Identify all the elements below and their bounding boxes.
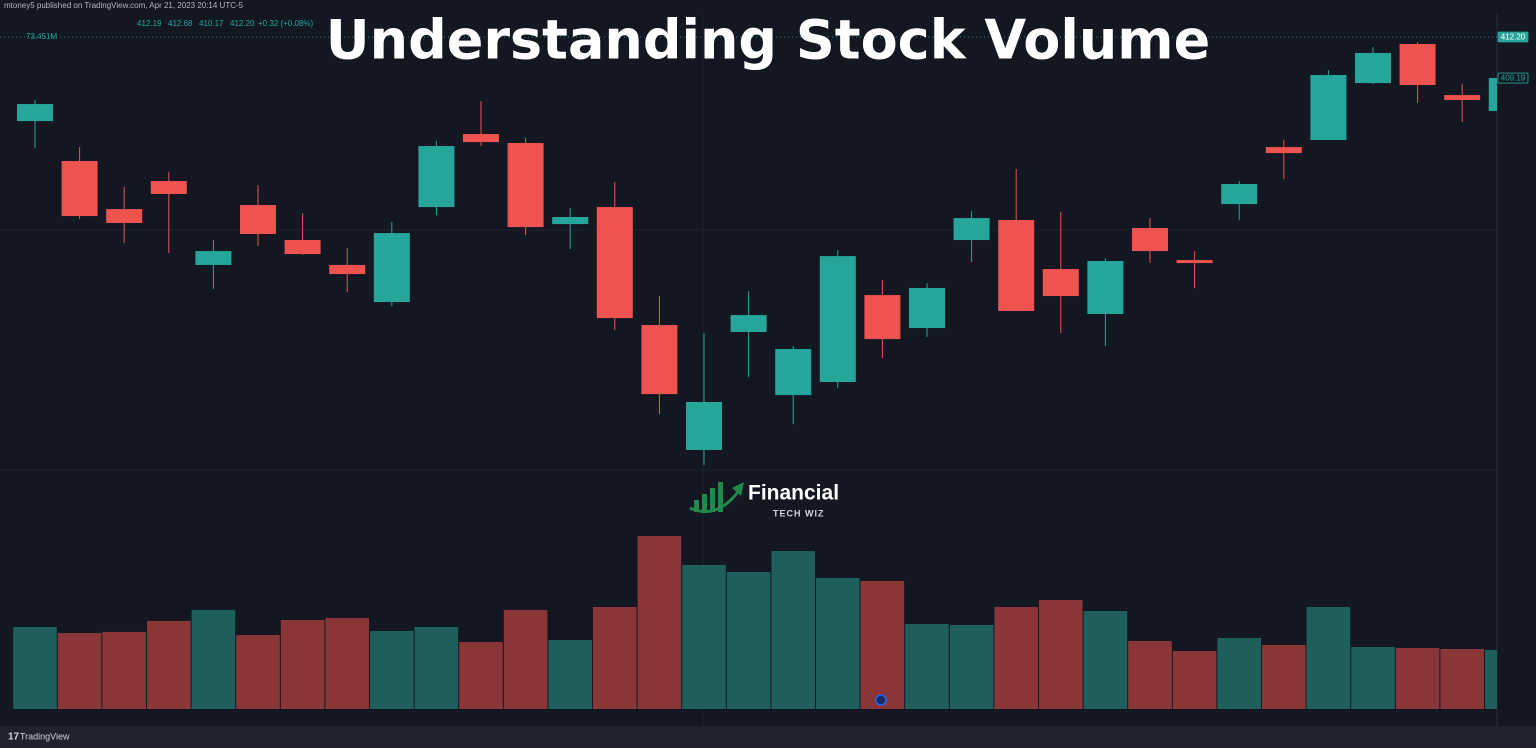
volume-bar bbox=[860, 580, 905, 709]
volume-bar bbox=[1351, 646, 1395, 709]
candle-body bbox=[17, 104, 53, 122]
volume-bar bbox=[1440, 648, 1484, 709]
candle-body bbox=[1087, 261, 1124, 315]
volume-bar bbox=[459, 642, 503, 709]
ohlc-high: 412.68 bbox=[168, 19, 193, 28]
volume-bar bbox=[13, 626, 57, 709]
candle-body bbox=[596, 207, 633, 319]
chart-title: Understanding Stock Volume bbox=[326, 9, 1210, 72]
price-label: 412.20 bbox=[1501, 33, 1526, 42]
price-label: 409.19 bbox=[1501, 74, 1526, 83]
candle-body bbox=[1488, 78, 1497, 112]
candle-body bbox=[686, 402, 722, 450]
volume-bar bbox=[905, 624, 949, 709]
volume-bar bbox=[325, 617, 369, 709]
volume-bar bbox=[816, 577, 860, 709]
candle-body bbox=[284, 240, 321, 255]
ohlc-legend: 412.19 412.68 410.17 412.20 +0.32 (+0.08… bbox=[137, 19, 313, 28]
candle-body bbox=[552, 217, 589, 225]
volume-bar bbox=[1217, 637, 1261, 709]
candle-body bbox=[418, 146, 455, 208]
candle-body bbox=[1221, 184, 1258, 205]
candle-body bbox=[61, 161, 98, 217]
volume-label: 73.451M bbox=[26, 32, 57, 41]
price-label-box bbox=[1497, 31, 1529, 43]
volume-bar bbox=[1485, 650, 1497, 709]
volume-bar bbox=[682, 564, 726, 709]
candle-body bbox=[864, 295, 901, 340]
volume-bar bbox=[637, 535, 682, 709]
candle-body bbox=[150, 181, 187, 194]
volume-bar bbox=[593, 606, 637, 709]
volume-bar bbox=[370, 631, 414, 709]
candle-body bbox=[775, 349, 812, 396]
logo: Financial TECH WIZ bbox=[689, 482, 839, 518]
volume-bar bbox=[1395, 648, 1440, 709]
event-marker bbox=[875, 694, 887, 706]
candle-body bbox=[1310, 75, 1347, 141]
volume-bar bbox=[726, 571, 771, 709]
candle-body bbox=[1355, 52, 1391, 84]
volume-bar bbox=[771, 551, 815, 709]
volume-bar bbox=[1262, 644, 1306, 709]
volume-bar bbox=[57, 633, 102, 709]
candle-body bbox=[1176, 260, 1213, 264]
volume-bar bbox=[191, 609, 236, 709]
volume-bar bbox=[147, 620, 191, 709]
candle-body bbox=[373, 233, 410, 303]
price-label-box bbox=[1497, 72, 1529, 84]
footer-brand: TradingView bbox=[20, 731, 70, 741]
volume-bar bbox=[1306, 606, 1351, 709]
ohlc-open: 412.19 bbox=[137, 19, 162, 28]
volume-bar bbox=[1172, 651, 1217, 709]
ohlc-low: 410.17 bbox=[199, 19, 224, 28]
ohlc-close: 412.20 bbox=[230, 19, 255, 28]
candle-body bbox=[641, 325, 678, 395]
candle-body bbox=[953, 218, 990, 241]
candle-body bbox=[106, 209, 143, 223]
ohlc-change: +0.32 (+0.08%) bbox=[258, 19, 313, 28]
byline: mtoney5 published on TradingView.com, Ap… bbox=[4, 1, 244, 10]
logo-tagline: TECH WIZ bbox=[773, 508, 825, 518]
candle-body bbox=[730, 315, 767, 332]
candle-body bbox=[1399, 43, 1436, 85]
volume-bar bbox=[548, 640, 592, 709]
candle-body bbox=[195, 251, 232, 265]
candle-body bbox=[463, 134, 499, 143]
volume-bar bbox=[1039, 600, 1083, 709]
plot-area bbox=[0, 36, 1497, 709]
candle-body bbox=[819, 256, 856, 382]
candle-body bbox=[909, 287, 945, 329]
volume-bar bbox=[102, 631, 146, 709]
footer-logo-mark: 17 bbox=[8, 732, 20, 743]
candle-body bbox=[1132, 228, 1168, 252]
candle-body bbox=[998, 220, 1035, 312]
volume-bar bbox=[280, 620, 325, 709]
candle-body bbox=[329, 264, 366, 275]
volume-bar bbox=[236, 635, 280, 709]
candle-body bbox=[1444, 95, 1481, 100]
footer-bar bbox=[0, 726, 1536, 748]
candle-body bbox=[1042, 269, 1079, 297]
volume-bar bbox=[1083, 611, 1128, 709]
volume-bar bbox=[949, 624, 994, 709]
volume-bar bbox=[414, 626, 459, 709]
volume-bar bbox=[503, 609, 548, 709]
logo-name: Financial bbox=[748, 482, 839, 505]
volume-bar bbox=[994, 606, 1038, 709]
volume-bar bbox=[1128, 640, 1172, 709]
candle-body bbox=[240, 205, 276, 235]
candle-body bbox=[1265, 147, 1302, 154]
candle-body bbox=[507, 143, 544, 228]
